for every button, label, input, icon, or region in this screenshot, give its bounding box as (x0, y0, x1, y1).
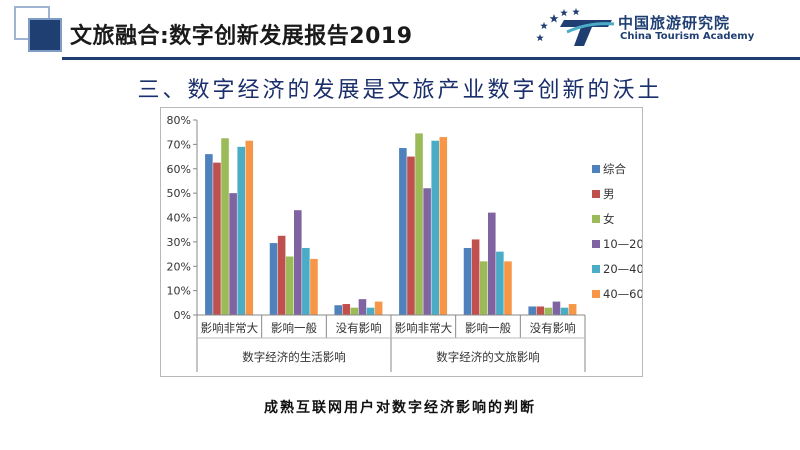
bar (528, 306, 536, 315)
legend-swatch (592, 290, 600, 298)
y-tick-label: 60% (167, 163, 191, 176)
bar (431, 140, 439, 315)
section-subtitle: 三、数字经济的发展是文旅产业数字创新的沃土 (137, 78, 663, 103)
x-tick-label: 没有影响 (336, 321, 382, 335)
bar (471, 239, 480, 315)
legend-label: 10—20岁 (603, 237, 642, 251)
bar (423, 188, 431, 315)
legend-swatch (592, 240, 600, 248)
chart-caption: 成熟互联网用户对数字经济影响的判断 (264, 400, 536, 416)
bar (488, 212, 496, 315)
academy-logo (536, 8, 615, 46)
x-tick-label: 影响非常大 (395, 321, 453, 335)
bar (269, 243, 278, 315)
bar (334, 305, 342, 315)
bar (245, 140, 254, 315)
chart-frame: 0% 10% 20% 30% 40% 50% 60% 70% 80% 影响非常大 影响一般 没有影响… (160, 107, 655, 377)
x-group-label: 数字经济的文旅影响 (436, 350, 540, 364)
bar (213, 162, 221, 315)
bar (310, 258, 318, 315)
bar (463, 247, 472, 315)
legend-label: 男 (603, 187, 615, 201)
legend-swatch (592, 265, 600, 273)
bar (536, 306, 545, 315)
bar (399, 148, 407, 315)
page-title: 文旅融合:数字创新发展报告2019 (70, 24, 413, 49)
bar (366, 307, 375, 315)
header-divider (62, 57, 800, 60)
bar (237, 146, 245, 315)
y-tick-label: 30% (167, 236, 191, 249)
bar (568, 304, 577, 315)
bar (496, 251, 504, 315)
x-tick-label: 影响一般 (271, 321, 317, 335)
y-tick-label: 80% (167, 114, 191, 127)
bar (294, 210, 302, 315)
header-deco-square (28, 18, 62, 52)
bar (350, 307, 359, 315)
y-tick-label: 70% (167, 138, 191, 151)
y-axis: 0% 10% 20% 30% 40% 50% 60% 70% 80% (167, 114, 198, 322)
bar (229, 193, 237, 315)
x-tick-label: 没有影响 (530, 321, 576, 335)
legend-label: 40—60岁 (603, 287, 642, 301)
logo-emblem-icon (560, 20, 615, 46)
bar (439, 137, 448, 315)
y-tick-label: 50% (167, 187, 191, 200)
bar (415, 133, 423, 315)
bar (277, 235, 286, 315)
x-tick-label: 影响非常大 (201, 321, 259, 335)
bar (358, 299, 367, 315)
logo-stars-icon (536, 8, 580, 42)
logo-name-en: China Tourism Academy (620, 31, 755, 42)
bar (285, 256, 294, 315)
bar (221, 138, 229, 315)
bar (544, 307, 553, 315)
legend-swatch (592, 215, 600, 223)
y-tick-label: 20% (167, 260, 191, 273)
legend-swatch (592, 165, 600, 173)
y-tick-label: 0% (174, 309, 191, 322)
bar (302, 247, 310, 315)
x-group-label: 数字经济的生活影响 (242, 350, 346, 364)
logo-name-cn: 中国旅游研究院 (618, 14, 731, 32)
legend-label: 20—40岁 (603, 262, 642, 276)
y-tick-label: 40% (167, 212, 191, 225)
bar (552, 301, 561, 315)
legend-label: 女 (603, 212, 615, 226)
y-tick-label: 10% (167, 285, 191, 298)
bar (560, 307, 569, 315)
legend-swatch (592, 190, 600, 198)
bar (407, 156, 415, 315)
bar (479, 261, 488, 315)
bar (342, 304, 351, 315)
bars (205, 133, 577, 315)
legend-label: 综合 (603, 162, 626, 176)
bar (205, 154, 213, 315)
bar (374, 301, 383, 315)
x-tick-label: 影响一般 (465, 321, 511, 335)
bar (504, 261, 512, 315)
bar-chart: 0%10%20%30%40%50%60%70%80% 影响非常大 影响一般 没有影响… (167, 114, 655, 372)
